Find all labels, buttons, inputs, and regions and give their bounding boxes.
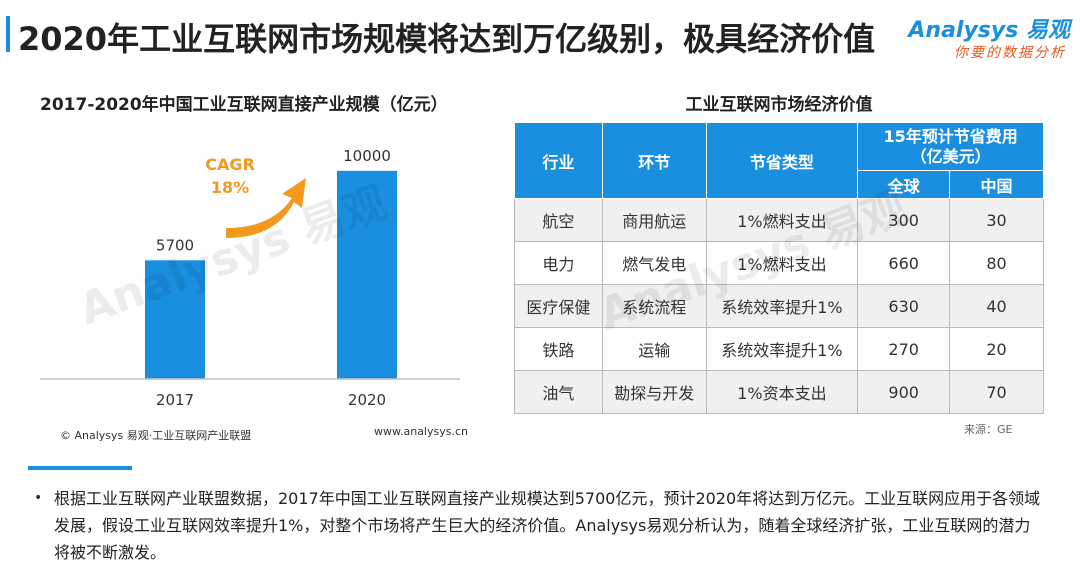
table-cell-china: 20 [949,327,1044,371]
table-cell-china: 70 [949,370,1044,414]
cagr-value: 18% [211,178,249,197]
economic-value-table: 行业 环节 节省类型 15年预计节省费用（亿美元） 全球 中国 航空 商用航运 1%… [514,122,1044,414]
table-cell-global: 630 [857,284,951,328]
analysys-logo: Analysys 易观 你要的数据分析 [890,12,1070,64]
table-cell-segment: 商用航运 [601,198,707,242]
bar-2017 [145,260,205,379]
table-cell-industry: 铁路 [514,327,603,371]
table-cell-china: 30 [949,198,1044,242]
page-title: 2020年工业互联网市场规模将达到万亿级别，极具经济价值 [18,20,876,58]
cagr-label: CAGR [205,155,255,174]
summary-divider [28,466,132,470]
table-cell-industry: 电力 [514,241,603,285]
table-cell-global: 900 [857,370,951,414]
table-cell-saving-type: 系统效率提升1% [705,327,859,371]
table-cell-china: 80 [949,241,1044,285]
table-cell-saving-type: 1%燃料支出 [705,198,859,242]
table-row: 铁路 运输 系统效率提升1% 270 20 [514,327,1044,371]
bar-2020 [337,170,397,379]
table-title: 工业互联网市场经济价值 [685,95,873,115]
title-bar: 2020年工业互联网市场规模将达到万亿级别，极具经济价值 Analysys 易观… [0,6,1080,61]
header-global: 全球 [857,170,951,199]
chart-copyright: © Analysys 易观·工业互联网产业联盟 [60,429,252,442]
data-label-2020: 10000 [343,147,391,165]
table-row: 电力 燃气发电 1%燃料支出 660 80 [514,241,1044,285]
table-cell-saving-type: 1%资本支出 [705,370,859,414]
header-segment: 环节 [601,122,707,199]
table-cell-saving-type: 1%燃料支出 [705,241,859,285]
table-cell-saving-type: 系统效率提升1% [705,284,859,328]
table-cell-china: 40 [949,284,1044,328]
x-tick-label-2017: 2017 [156,391,194,409]
table-cell-industry: 医疗保健 [514,284,603,328]
table-cell-segment: 勘探与开发 [601,370,707,414]
header-saving-group: 15年预计节省费用（亿美元） [857,122,1044,171]
logo-sub-text: 你要的数据分析 [954,45,1066,61]
header-industry: 行业 [514,122,603,199]
table-cell-industry: 油气 [514,370,603,414]
table-source: 来源：GE [964,423,1013,436]
table-cell-industry: 航空 [514,198,603,242]
table-cell-segment: 运输 [601,327,707,371]
chart-title: 2017-2020年中国工业互联网直接产业规模（亿元） [40,95,448,115]
table-cell-segment: 系统流程 [601,284,707,328]
table-row: 油气 勘探与开发 1%资本支出 900 70 [514,370,1044,414]
header-saving-type: 节省类型 [705,122,859,199]
table-cell-global: 660 [857,241,951,285]
table-body: 航空 商用航运 1%燃料支出 300 30 电力 燃气发电 1%燃料支出 660 80 医疗保健 系统… [514,198,1044,414]
x-tick-label-2020: 2020 [348,391,386,409]
bullet-icon: • [34,490,43,506]
table-row: 航空 商用航运 1%燃料支出 300 30 [514,198,1044,242]
table-row: 医疗保健 系统流程 系统效率提升1% 630 40 [514,284,1044,328]
cagr-arrow-icon [226,178,306,238]
summary-text: 根据工业互联网产业联盟数据，2017年中国工业互联网直接产业规模达到5700亿元… [54,489,1041,562]
bar-chart: 5700 2017 10000 2020 CAGR 18% [40,147,460,409]
header-china: 中国 [949,170,1044,199]
data-label-2017: 5700 [156,236,194,254]
table-cell-global: 300 [857,198,951,242]
table-cell-segment: 燃气发电 [601,241,707,285]
logo-main-text: Analysys 易观 [908,18,1070,43]
title-accent-bar [6,16,10,52]
chart-website: www.analysys.cn [374,425,468,438]
table-cell-global: 270 [857,327,951,371]
